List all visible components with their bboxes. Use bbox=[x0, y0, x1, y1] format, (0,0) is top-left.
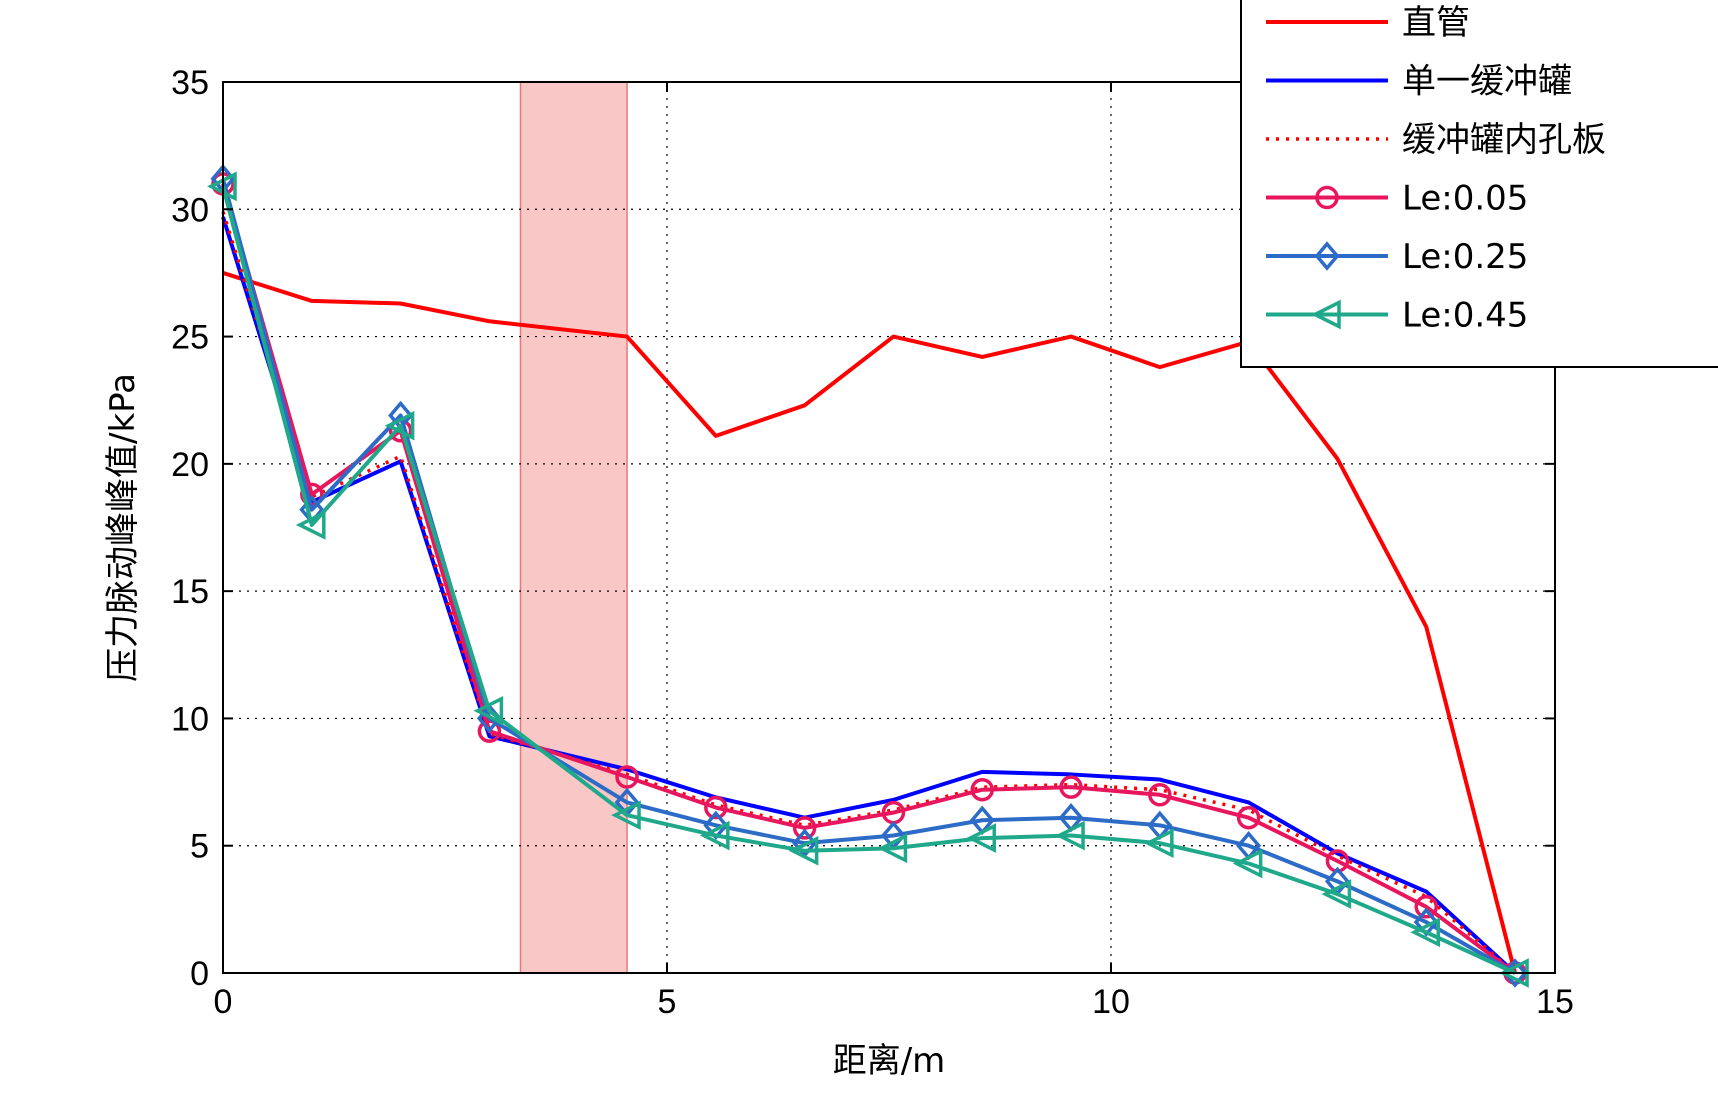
series-line bbox=[221, 183, 1517, 975]
legend-entry: 缓冲罐内孔板 bbox=[1266, 120, 1606, 160]
legend-box bbox=[1240, 0, 1718, 368]
data-point bbox=[970, 777, 994, 802]
legend-marker bbox=[1315, 185, 1339, 210]
y-tick-label: 30 bbox=[171, 191, 209, 229]
data-point bbox=[1232, 848, 1263, 879]
y-tick-label: 5 bbox=[190, 828, 209, 866]
y-tick-label: 10 bbox=[171, 700, 209, 738]
legend-label: 缓冲罐内孔板 bbox=[1402, 120, 1606, 160]
highlight-band bbox=[519, 81, 628, 974]
y-tick-label: 35 bbox=[171, 64, 209, 102]
plot-area-frame bbox=[222, 81, 1556, 974]
legend-entry: Le:0.05 bbox=[1266, 179, 1528, 219]
y-tick-label: 0 bbox=[190, 955, 209, 993]
legend-label: Le:0.25 bbox=[1402, 237, 1528, 277]
legend-label: 直管 bbox=[1402, 3, 1470, 43]
data-point bbox=[1321, 879, 1352, 909]
x-tick-label: 0 bbox=[214, 983, 233, 1021]
legend-label: Le:0.45 bbox=[1402, 296, 1528, 336]
data-point bbox=[615, 765, 639, 789]
data-point bbox=[473, 695, 504, 726]
data-point bbox=[295, 510, 326, 540]
data-point bbox=[1055, 820, 1085, 851]
series-layer bbox=[207, 164, 1529, 988]
y-tick-label: 25 bbox=[171, 319, 209, 357]
legend-label: 单一缓冲罐 bbox=[1402, 62, 1572, 102]
data-point bbox=[477, 719, 502, 743]
data-point bbox=[1148, 783, 1172, 807]
data-point bbox=[1236, 805, 1261, 830]
legend-entry: 直管 bbox=[1266, 3, 1470, 43]
series-line bbox=[221, 216, 1517, 975]
data-point bbox=[699, 820, 730, 851]
data-point bbox=[1059, 775, 1083, 799]
legend-marker bbox=[1311, 299, 1341, 330]
legend-entry: Le:0.45 bbox=[1266, 296, 1528, 336]
data-point bbox=[611, 800, 641, 830]
series-line bbox=[222, 271, 1517, 974]
legend-entry: Le:0.25 bbox=[1266, 237, 1528, 277]
legend-label: Le:0.05 bbox=[1402, 179, 1528, 219]
legend-marker bbox=[1314, 241, 1340, 271]
x-tick-label: 5 bbox=[658, 983, 677, 1021]
data-point bbox=[792, 816, 817, 840]
data-point bbox=[384, 410, 415, 441]
data-point bbox=[704, 795, 728, 820]
x-tick-label: 10 bbox=[1092, 983, 1130, 1021]
y-tick-label: 20 bbox=[171, 446, 209, 484]
series-2 bbox=[221, 216, 1517, 975]
data-point bbox=[1143, 828, 1174, 859]
data-point bbox=[1410, 917, 1440, 948]
data-point bbox=[877, 833, 908, 864]
y-axis-label: 压力脉动峰峰值/kPa bbox=[103, 373, 143, 682]
series-1 bbox=[222, 271, 1517, 974]
x-tick-label: 15 bbox=[1536, 983, 1574, 1021]
series-line bbox=[221, 185, 1516, 975]
y-tick-label: 15 bbox=[171, 573, 209, 611]
legend-entry: 单一缓冲罐 bbox=[1266, 62, 1572, 102]
data-point bbox=[1414, 895, 1438, 919]
x-axis-label: 距离/m bbox=[833, 1041, 946, 1081]
highlight-band-layer bbox=[519, 81, 628, 974]
data-point bbox=[966, 823, 996, 853]
data-point bbox=[788, 835, 819, 866]
series-4 bbox=[211, 172, 1527, 985]
tick-layer: 0 5 10 15 0 5 10 15 20 25 30 35 bbox=[171, 64, 1574, 1021]
